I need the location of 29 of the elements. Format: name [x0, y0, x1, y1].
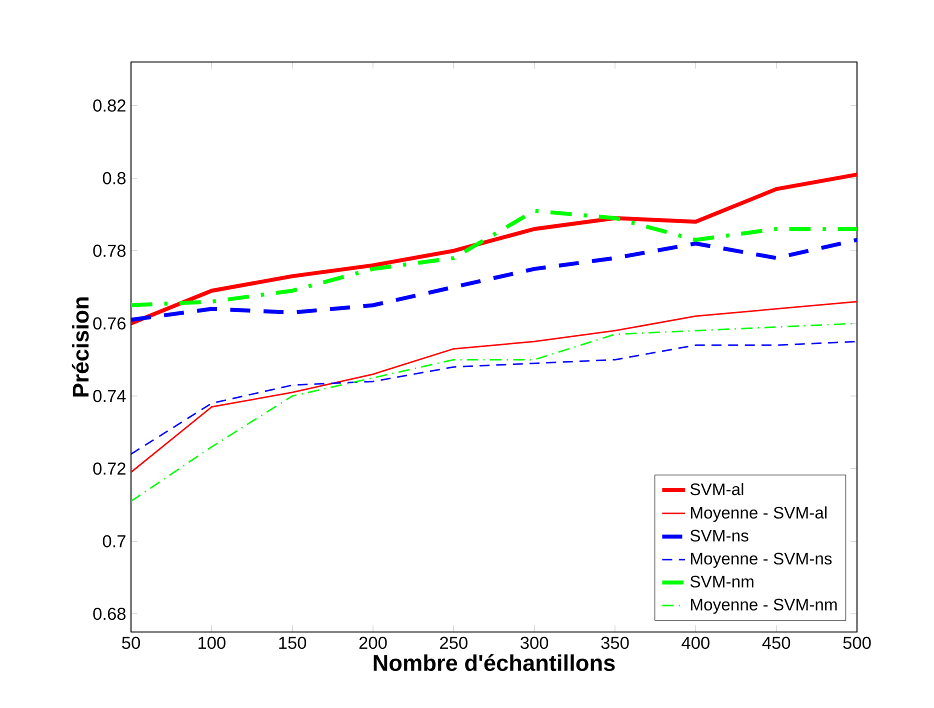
line-series [131, 340, 858, 455]
y-tick-label: 0.8 [102, 172, 126, 184]
y-axis-title: Précision [72, 297, 89, 396]
x-tick-label: 50 [122, 636, 140, 649]
legend-label: SVM-ns [690, 530, 748, 542]
x-tick-label: 450 [762, 636, 790, 649]
y-tick-label: 0.68 [93, 608, 126, 620]
x-tick-label: 300 [520, 636, 548, 649]
y-tick-label: 0.82 [93, 99, 126, 112]
y-tick-label: 0.72 [93, 462, 126, 475]
legend-label: Moyenne - SVM-nm [691, 598, 837, 614]
x-tick-label: 250 [440, 636, 468, 649]
legend-label: Moyenne - SVM-al [691, 506, 827, 522]
x-axis-title: Nombre d'échantillons [374, 654, 615, 671]
x-tick-label: 150 [279, 636, 306, 649]
y-tick-label: 0.78 [93, 244, 126, 257]
x-tick-label: 500 [843, 636, 871, 649]
legend-label: Moyenne - SVM-ns [691, 552, 832, 568]
line-series [131, 172, 858, 326]
legend-label: SVM-nm [690, 576, 754, 588]
line-series [131, 208, 858, 308]
legend-label: SVM-al [690, 482, 744, 496]
x-tick-label: 350 [601, 636, 629, 649]
x-tick-label: 400 [682, 636, 710, 649]
y-tick-label: 0.7 [102, 535, 126, 548]
y-tick-label: 0.74 [93, 390, 126, 402]
x-tick-label: 100 [198, 636, 226, 649]
y-tick-label: 0.76 [93, 317, 126, 330]
x-tick-label: 200 [359, 636, 387, 649]
